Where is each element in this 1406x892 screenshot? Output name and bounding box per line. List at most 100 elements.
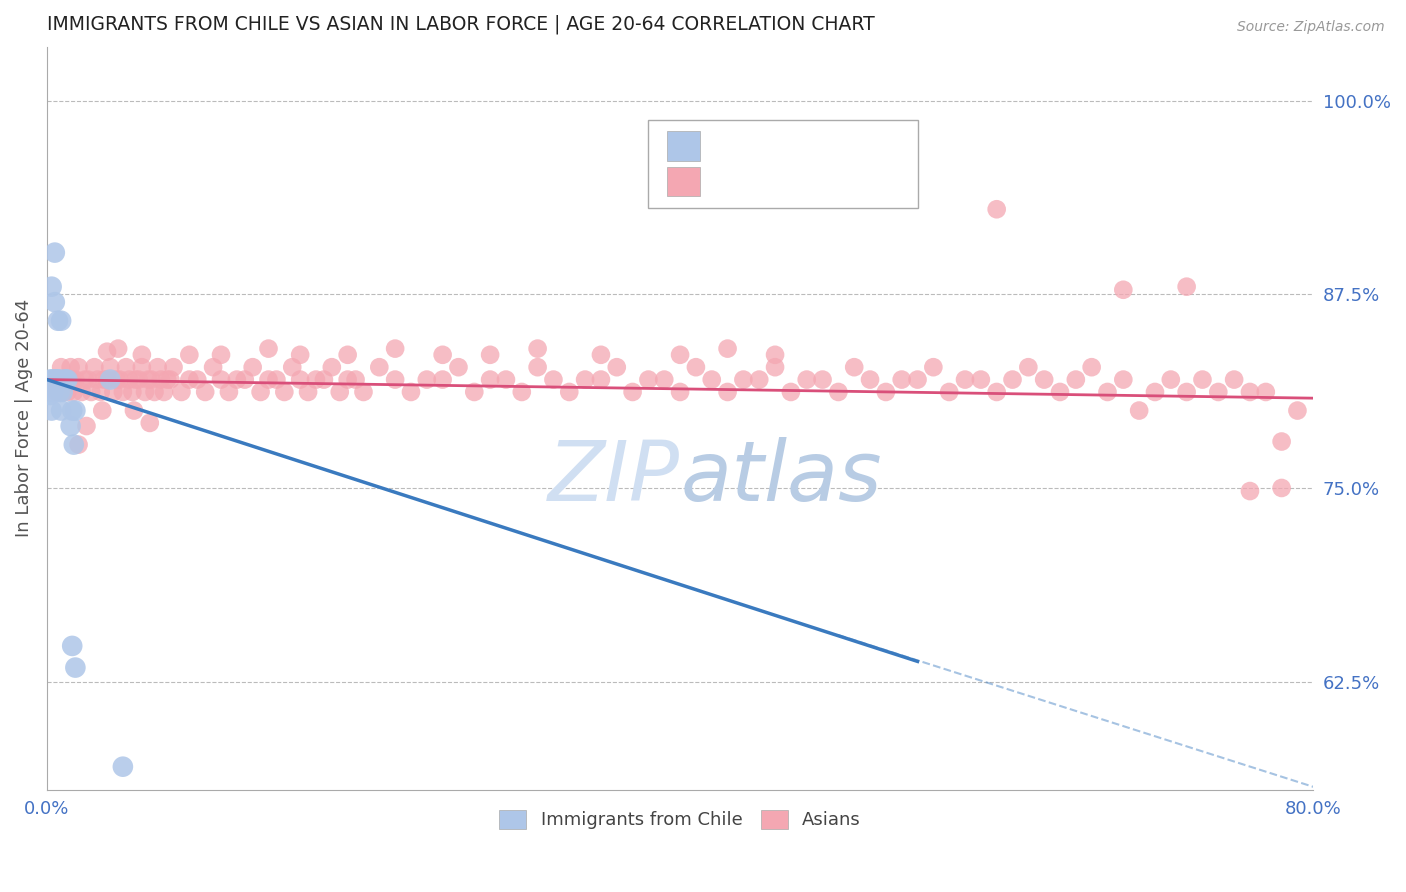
Point [41, 403, 63, 417]
Point [336, 348, 359, 362]
Point [384, 373, 406, 387]
Point [121, 384, 143, 399]
Point [1017, 360, 1039, 375]
Point [48, 373, 70, 387]
Point [67, 360, 90, 375]
Point [685, 360, 707, 375]
Point [77, 373, 100, 387]
Point [986, 384, 1008, 399]
Point [384, 342, 406, 356]
Point [67, 437, 90, 451]
Y-axis label: In Labor Force | Age 20-64: In Labor Force | Age 20-64 [15, 299, 32, 537]
Point [39, 388, 62, 402]
Point [146, 360, 169, 375]
Point [479, 373, 502, 387]
Point [179, 348, 201, 362]
Point [115, 360, 138, 375]
Point [103, 384, 125, 399]
Point [56, 373, 79, 387]
Point [83, 360, 105, 375]
Point [209, 373, 232, 387]
Point [1001, 373, 1024, 387]
Point [62, 437, 84, 451]
Point [75, 419, 97, 434]
Point [93, 373, 115, 387]
Point [1191, 373, 1213, 387]
Point [153, 384, 176, 399]
Point [297, 384, 319, 399]
Point [716, 384, 738, 399]
Point [447, 360, 470, 375]
Point [305, 373, 328, 387]
Point [1064, 373, 1087, 387]
Point [606, 360, 628, 375]
Point [41, 373, 63, 387]
Point [621, 384, 644, 399]
Point [62, 384, 84, 399]
Point [159, 373, 181, 387]
Point [242, 360, 264, 375]
Point [48, 384, 70, 399]
Point [970, 373, 993, 387]
Point [70, 384, 93, 399]
Point [91, 403, 114, 417]
Point [41, 279, 63, 293]
Point [1175, 384, 1198, 399]
Point [495, 373, 517, 387]
Point [526, 342, 548, 356]
Point [131, 348, 153, 362]
Point [143, 384, 166, 399]
Legend: Immigrants from Chile, Asians: Immigrants from Chile, Asians [492, 802, 868, 837]
Point [52, 384, 75, 399]
Point [953, 373, 976, 387]
Text: Source: ZipAtlas.com: Source: ZipAtlas.com [1237, 20, 1385, 34]
Point [1112, 373, 1135, 387]
Point [65, 373, 87, 387]
Point [266, 373, 288, 387]
Point [48, 373, 70, 387]
Point [65, 660, 87, 674]
Point [257, 342, 280, 356]
Point [336, 373, 359, 387]
Point [107, 342, 129, 356]
Point [1239, 484, 1261, 499]
Point [1286, 403, 1309, 417]
Point [907, 373, 929, 387]
Point [80, 384, 103, 399]
Point [56, 384, 79, 399]
Point [111, 384, 134, 399]
Point [136, 373, 159, 387]
Point [90, 384, 112, 399]
Point [139, 416, 162, 430]
Point [716, 342, 738, 356]
Point [55, 373, 77, 387]
Point [1128, 403, 1150, 417]
Point [45, 373, 67, 387]
Point [574, 373, 596, 387]
Point [131, 360, 153, 375]
Point [249, 384, 271, 399]
Point [46, 373, 69, 387]
Point [98, 360, 121, 375]
Point [399, 384, 422, 399]
Point [938, 384, 960, 399]
Point [86, 373, 108, 387]
Point [128, 373, 150, 387]
Point [368, 360, 391, 375]
Point [44, 373, 66, 387]
Point [1049, 384, 1071, 399]
Text: R = -0.087   N = 145: R = -0.087 N = 145 [707, 177, 882, 194]
Point [49, 360, 72, 375]
Point [796, 373, 818, 387]
Point [1160, 373, 1182, 387]
Point [105, 373, 128, 387]
Point [108, 373, 131, 387]
Point [463, 384, 485, 399]
Point [1033, 373, 1056, 387]
Point [52, 384, 75, 399]
Point [73, 373, 96, 387]
Point [321, 360, 343, 375]
Point [45, 384, 67, 399]
Point [288, 373, 311, 387]
Point [257, 373, 280, 387]
